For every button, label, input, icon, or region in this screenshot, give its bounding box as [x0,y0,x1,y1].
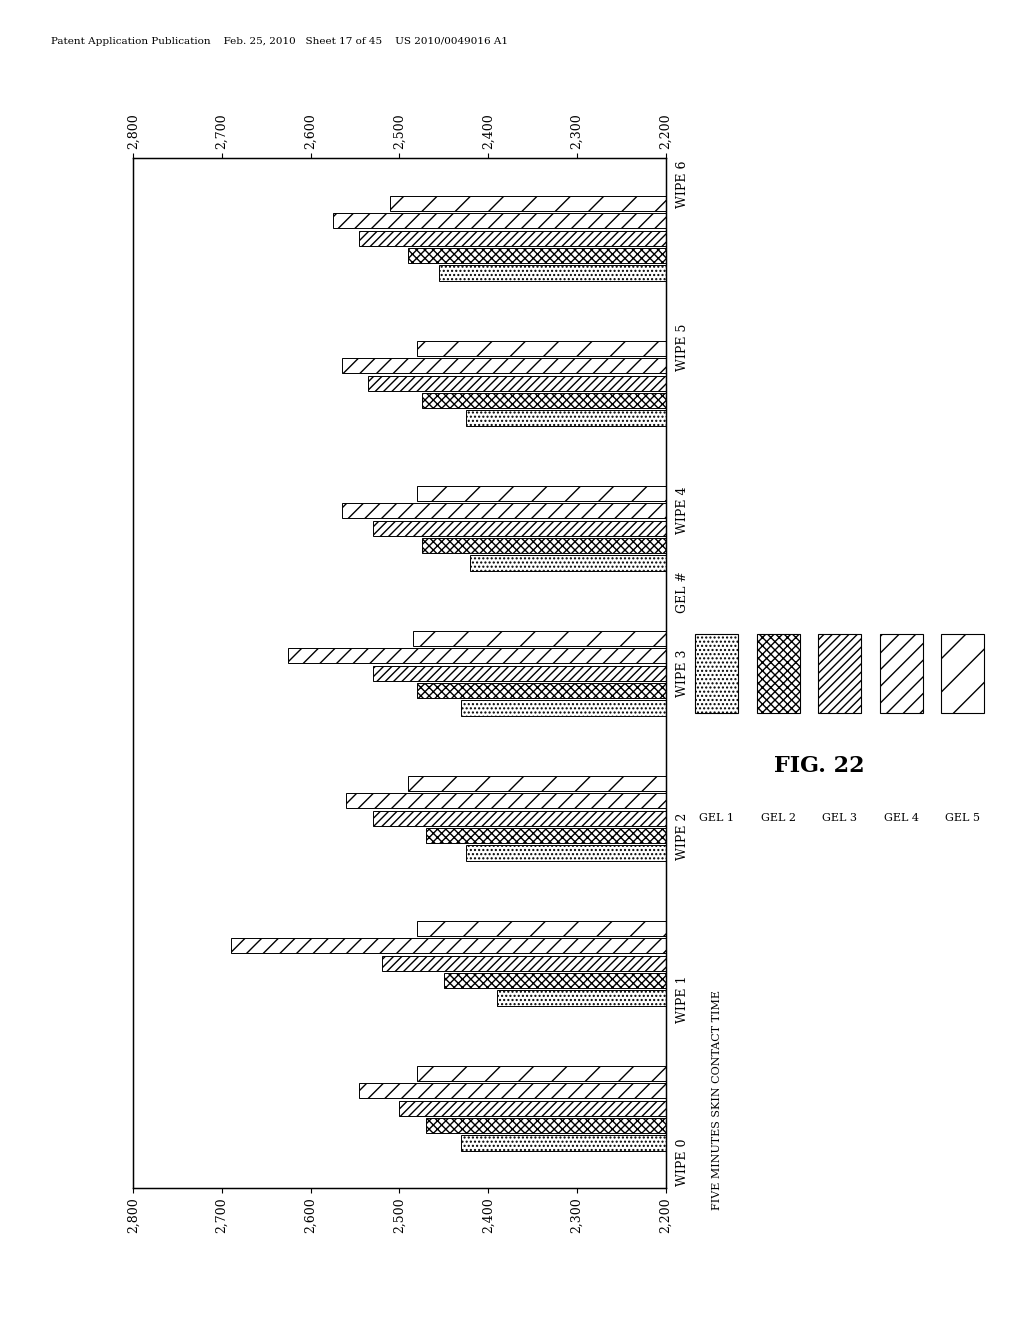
Bar [426,828,666,843]
Bar [439,265,666,281]
Bar [359,231,666,246]
Bar [466,411,666,425]
Text: Patent Application Publication    Feb. 25, 2010   Sheet 17 of 45    US 2010/0049: Patent Application Publication Feb. 25, … [51,37,508,46]
Text: WIPE 3: WIPE 3 [676,649,689,697]
Bar [390,195,666,211]
FancyBboxPatch shape [880,634,923,713]
Bar [422,393,666,408]
Text: FIVE MINUTES SKIN CONTACT TIME: FIVE MINUTES SKIN CONTACT TIME [712,990,722,1210]
Bar [466,845,666,861]
Bar [497,990,666,1006]
Bar [462,1135,666,1151]
Bar [382,956,666,972]
Bar [426,1118,666,1134]
Text: WIPE 1: WIPE 1 [676,975,689,1023]
Bar [417,921,666,936]
Bar [373,520,666,536]
Bar [413,631,666,645]
Bar [342,503,666,519]
Bar [409,248,666,263]
Bar [417,341,666,356]
Bar [409,776,666,791]
FancyBboxPatch shape [757,634,800,713]
Bar [462,701,666,715]
Bar [373,810,666,826]
Bar [417,486,666,502]
Bar [359,1084,666,1098]
Text: GEL 1: GEL 1 [699,813,734,824]
Bar [346,793,666,808]
Bar [417,1065,666,1081]
Text: WIPE 5: WIPE 5 [676,323,689,371]
Text: WIPE 6: WIPE 6 [676,161,689,207]
Bar [422,539,666,553]
Text: GEL #: GEL # [676,570,689,612]
FancyBboxPatch shape [695,634,738,713]
Text: GEL 4: GEL 4 [884,813,919,824]
Text: WIPE 2: WIPE 2 [676,813,689,859]
Bar [333,213,666,228]
FancyBboxPatch shape [941,634,984,713]
Text: GEL 3: GEL 3 [822,813,857,824]
Bar [342,358,666,374]
Text: GEL 5: GEL 5 [945,813,980,824]
Text: WIPE 0: WIPE 0 [676,1139,689,1185]
Bar [399,1101,666,1115]
Bar [369,375,666,391]
Text: FIG. 22: FIG. 22 [774,755,864,776]
Text: WIPE 4: WIPE 4 [676,487,689,533]
Bar [373,665,666,681]
Bar [443,973,666,989]
FancyBboxPatch shape [818,634,861,713]
Bar [289,648,666,664]
Text: GEL 2: GEL 2 [761,813,796,824]
Bar [230,939,666,953]
Bar [417,682,666,698]
Bar [470,556,666,570]
